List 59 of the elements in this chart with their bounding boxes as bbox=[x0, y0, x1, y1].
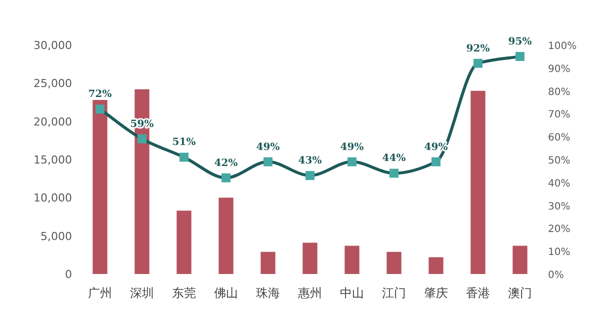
data-label: 72% bbox=[88, 89, 112, 100]
y-tick-label: 15,000 bbox=[34, 154, 72, 166]
x-tick-label: 广州 bbox=[88, 286, 112, 300]
y2-tick-label: 50% bbox=[548, 156, 570, 166]
y2-tick-label: 40% bbox=[548, 178, 570, 190]
bar bbox=[92, 100, 108, 274]
point bbox=[390, 168, 398, 178]
bar bbox=[260, 252, 276, 274]
point bbox=[180, 152, 188, 162]
x-tick-label: 珠海 bbox=[256, 286, 280, 300]
bar bbox=[512, 246, 528, 274]
data-label: 49% bbox=[340, 142, 364, 153]
x-tick-label: 澳门 bbox=[508, 286, 532, 300]
point bbox=[474, 58, 482, 68]
point bbox=[516, 52, 524, 61]
y2-tick-label: 80% bbox=[548, 86, 570, 98]
point bbox=[432, 157, 440, 166]
data-label: 95% bbox=[508, 36, 532, 48]
y-tick-label: 10,000 bbox=[34, 192, 72, 205]
y2-tick-label: 30% bbox=[548, 201, 570, 212]
bar bbox=[470, 90, 486, 274]
y2-tick-label: 60% bbox=[548, 132, 570, 144]
y-tick-label: 25,000 bbox=[34, 77, 72, 90]
x-tick-label: 东莞 bbox=[172, 286, 196, 300]
point bbox=[138, 134, 146, 144]
data-label: 44% bbox=[382, 153, 406, 164]
point bbox=[306, 171, 314, 180]
y-tick-label: 30,000 bbox=[34, 39, 72, 52]
y-tick-label: 0 bbox=[65, 268, 72, 281]
x-tick-label: 中山 bbox=[340, 286, 364, 300]
x-tick-label: 江门 bbox=[382, 286, 406, 300]
bar bbox=[428, 257, 444, 274]
point bbox=[348, 157, 356, 166]
y2-tick-label: 70% bbox=[548, 110, 570, 121]
y2-tick-label: 100% bbox=[548, 41, 577, 52]
bar bbox=[386, 252, 402, 274]
data-label: 43% bbox=[298, 156, 322, 167]
data-label: 92% bbox=[466, 43, 490, 54]
bar bbox=[344, 246, 360, 274]
point bbox=[264, 157, 272, 166]
y2-tick-label: 10% bbox=[548, 247, 570, 258]
y-tick-label: 5,000 bbox=[40, 230, 72, 243]
data-label: 51% bbox=[172, 137, 196, 148]
data-label: 49% bbox=[256, 142, 280, 153]
point bbox=[96, 104, 104, 114]
bar bbox=[218, 198, 234, 274]
x-tick-label: 佛山 bbox=[214, 286, 238, 300]
bar bbox=[176, 210, 192, 274]
x-tick-label: 深圳 bbox=[130, 286, 154, 300]
y2-tick-label: 90% bbox=[548, 64, 570, 75]
y-tick-label: 20,000 bbox=[34, 115, 72, 128]
data-label: 42% bbox=[214, 158, 238, 169]
bar bbox=[302, 242, 318, 274]
x-tick-label: 惠州 bbox=[297, 286, 322, 300]
x-tick-label: 香港 bbox=[466, 286, 490, 300]
y2-tick-label: 20% bbox=[548, 224, 570, 236]
x-tick-label: 肇庆 bbox=[424, 286, 448, 300]
y2-tick-label: 0% bbox=[548, 270, 564, 281]
point bbox=[222, 173, 230, 182]
